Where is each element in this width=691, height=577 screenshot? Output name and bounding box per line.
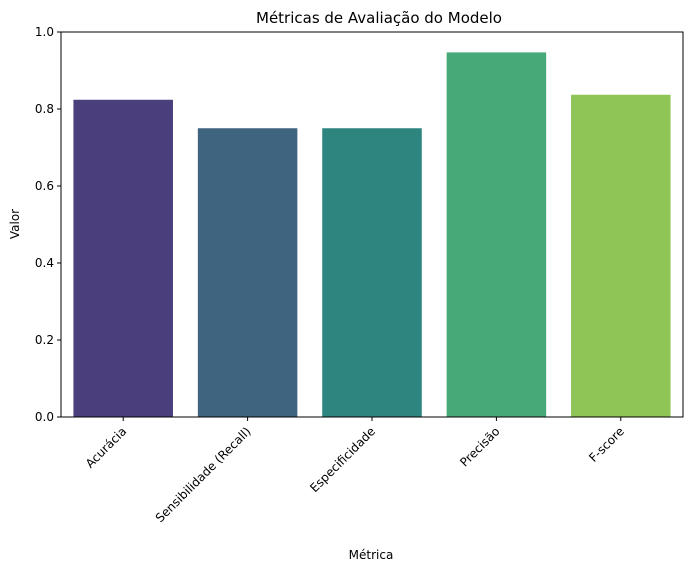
y-axis: 0.0 0.2 0.4 0.6 0.8 1.0 [35, 25, 61, 424]
x-tick-label-0: Acurácia [83, 424, 130, 471]
y-tick-label-0: 0.0 [35, 410, 54, 424]
x-tick-label-3: Precisão [457, 424, 502, 469]
y-tick-label-5: 1.0 [35, 25, 54, 39]
bars-group [73, 52, 671, 417]
plot-frame [60, 31, 684, 418]
bar-3 [446, 52, 547, 417]
chart-title: Métricas de Avaliação do Modelo [256, 9, 502, 27]
y-tick-label-1: 0.2 [35, 333, 54, 347]
x-tick-label-2: Especificidade [307, 424, 378, 495]
bar-4 [571, 94, 671, 417]
x-tick-label-1: Sensibilidade (Recall) [153, 424, 254, 525]
y-tick-label-3: 0.6 [35, 179, 54, 193]
bar-0 [73, 99, 173, 417]
x-axis: Acurácia Sensibilidade (Recall) Especifici… [83, 417, 627, 525]
bar-1 [197, 128, 298, 417]
bar-2 [322, 128, 422, 417]
y-tick-label-2: 0.4 [35, 256, 54, 270]
y-axis-label: Valor [8, 209, 22, 239]
x-axis-label: Métrica [349, 548, 394, 562]
x-tick-label-4: F-score [586, 424, 627, 465]
y-tick-label-4: 0.8 [35, 102, 54, 116]
